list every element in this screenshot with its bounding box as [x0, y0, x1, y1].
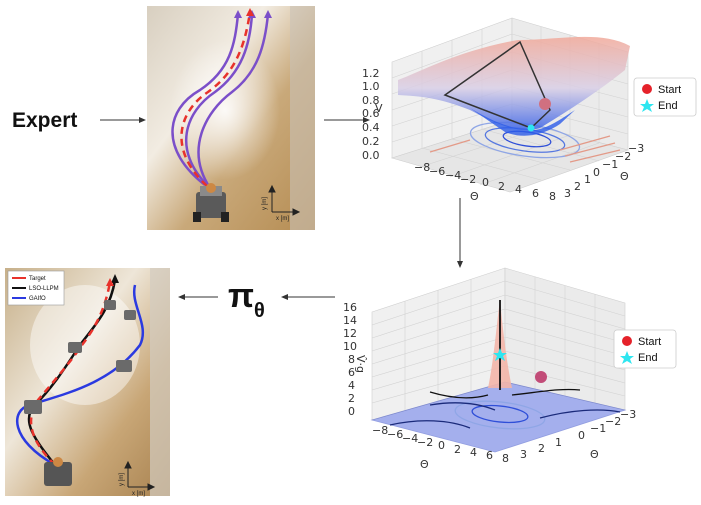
x-tick: 6	[532, 187, 539, 200]
legend-end: End	[658, 100, 678, 112]
x-tick: −2	[460, 173, 476, 186]
axis-y-label: y [m]	[262, 197, 268, 210]
legend-gaifo: GAIfO	[29, 296, 46, 302]
z-tick: 0.0	[362, 149, 380, 162]
plot-legend: Start End	[633, 77, 697, 117]
x-tick: 8	[549, 190, 556, 203]
y-tick: −2	[605, 415, 621, 428]
arrow-expert-to-photo	[100, 117, 146, 123]
legend-end: End	[638, 352, 658, 364]
z-tick: 12	[343, 327, 357, 340]
y-axis-label: Θ	[620, 170, 629, 183]
photo-legend: Target LSO-LLPM GAIfO	[7, 270, 65, 306]
x-tick: 0	[438, 439, 445, 452]
policy-symbol: πθ	[228, 277, 265, 322]
result-photo: Target LSO-LLPM GAIfO y [m] x [m]	[5, 268, 170, 497]
x-tick: −6	[429, 165, 445, 178]
y-tick: 2	[574, 180, 581, 193]
value-surface-plot: V 1.2 1.0 0.8 0.6 0.4 0.2 0.0 −8 −6 −4 −…	[362, 17, 697, 203]
z-tick: 14	[343, 314, 357, 327]
x-tick: −2	[417, 436, 433, 449]
learned-value-plot: V̂·g 16 14 12 10 8 6 4 2 0 −8 −6 −4 −2 0…	[343, 267, 677, 471]
z-tick: 16	[343, 301, 357, 314]
z-axis-label: V̂·g	[354, 355, 367, 373]
y-tick: −1	[590, 422, 606, 435]
x-tick: 8	[502, 452, 509, 465]
start-marker-surface	[535, 371, 547, 383]
z-tick: 0.6	[362, 107, 380, 120]
z-tick: 0	[348, 405, 355, 418]
z-tick: 2	[348, 392, 355, 405]
z-tick: 0.4	[362, 121, 380, 134]
legend-lso-llpm: LSO-LLPM	[29, 286, 59, 292]
x-tick: −4	[402, 432, 418, 445]
y-tick: 1	[584, 173, 591, 186]
z-tick: 4	[348, 379, 355, 392]
y-tick: −1	[602, 158, 618, 171]
z-axis-label: V	[375, 102, 383, 115]
y-axis-label: Θ	[590, 448, 599, 461]
axis-x-label: x [m]	[132, 491, 145, 497]
robot-icon	[193, 183, 229, 222]
plot-legend: Start End	[613, 329, 677, 369]
z-tick: 0.8	[362, 94, 380, 107]
axis-x-label: x [m]	[276, 216, 289, 222]
end-marker-surface	[493, 348, 507, 361]
arrow-photo-to-plot	[324, 117, 370, 123]
x-tick: −8	[372, 424, 388, 437]
x-tick: 6	[486, 449, 493, 462]
x-tick: 4	[515, 183, 522, 196]
x-axis-label: Θ	[420, 458, 429, 471]
axis-y-label: y [m]	[119, 473, 125, 486]
y-tick: 3	[564, 187, 571, 200]
x-tick: 0	[482, 176, 489, 189]
arrow-plot-to-policy	[281, 294, 335, 300]
z-tick: 10	[343, 340, 357, 353]
arrow-policy-to-photo	[178, 294, 218, 300]
x-tick: −4	[445, 169, 461, 182]
expert-label: Expert	[12, 109, 77, 132]
y-tick: −2	[615, 150, 631, 163]
target-path-bottom	[29, 281, 112, 466]
z-tick: 8	[348, 353, 355, 366]
z-tick: 1.0	[362, 80, 380, 93]
robot-icon	[24, 300, 136, 486]
axes-indicator	[124, 460, 156, 491]
arrow-plot-to-plot	[457, 198, 463, 268]
y-tick: 0	[578, 429, 585, 442]
y-tick: 2	[538, 442, 545, 455]
z-tick: 6	[348, 366, 355, 379]
y-tick: 3	[520, 448, 527, 461]
legend-start: Start	[638, 336, 661, 348]
y-tick: −3	[628, 142, 644, 155]
y-tick: 0	[593, 166, 600, 179]
target-path	[180, 11, 252, 187]
expert-trajectories	[171, 13, 270, 189]
y-tick: −3	[620, 408, 636, 421]
y-tick: 1	[555, 436, 562, 449]
z-tick: 1.2	[362, 67, 380, 80]
legend-start: Start	[658, 84, 681, 96]
axes-indicator	[268, 184, 301, 216]
x-tick: −6	[387, 428, 403, 441]
z-tick: 0.2	[362, 135, 380, 148]
x-tick: −8	[414, 161, 430, 174]
gaifo-path	[16, 284, 145, 467]
start-marker-surface	[539, 98, 551, 110]
x-tick: 4	[470, 446, 477, 459]
x-tick: 2	[454, 443, 461, 456]
legend-target: Target	[29, 276, 46, 282]
x-axis-label: Θ	[470, 190, 479, 203]
x-tick: 2	[498, 180, 505, 193]
expert-photo: y [m] x [m]	[147, 6, 315, 230]
